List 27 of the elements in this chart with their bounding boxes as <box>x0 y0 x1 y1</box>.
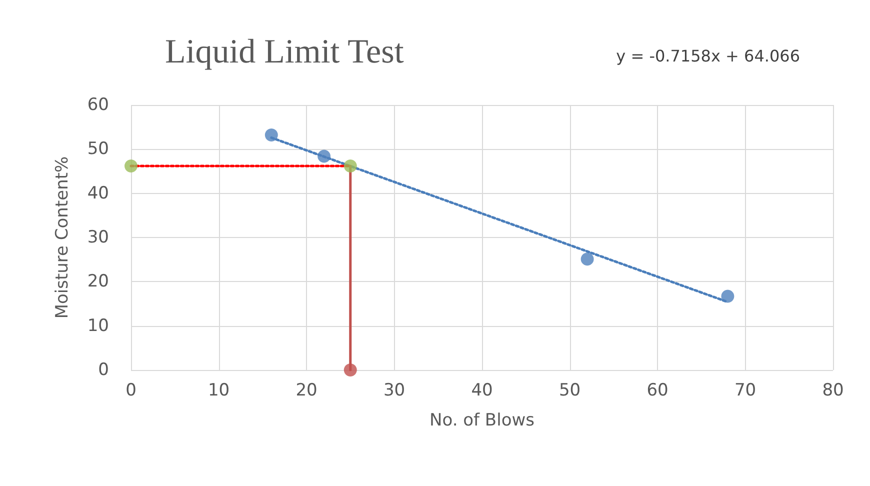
point <box>318 150 331 163</box>
x-tick-label: 30 <box>383 380 406 400</box>
x-tick-label: 60 <box>646 380 668 400</box>
point <box>264 128 278 142</box>
x-tick-label: 70 <box>734 380 756 400</box>
x-tick-label: 40 <box>471 380 493 400</box>
text: y = -0.7158x + 64.066 <box>616 46 800 66</box>
chart-title: Liquid Limit Test <box>165 34 404 70</box>
x-axis-title: No. of Blows <box>430 410 535 430</box>
y-tick-label: 0 <box>98 360 109 380</box>
point <box>721 290 734 303</box>
y-tick-label: 10 <box>87 316 109 336</box>
x-tick-label: 0 <box>126 380 136 400</box>
y-tick-label: 30 <box>87 228 109 248</box>
x-tick-label: 20 <box>296 380 318 400</box>
point <box>344 364 357 376</box>
point <box>344 159 357 172</box>
x-tick-label: 80 <box>822 380 844 400</box>
point <box>124 159 138 172</box>
x-tick-label: 50 <box>558 380 581 400</box>
y-tick-label: 50 <box>87 139 109 160</box>
y-tick-label: 60 <box>87 95 109 115</box>
y-axis-title: Moisture Content% <box>52 156 72 319</box>
point <box>580 252 594 266</box>
x-tick-label: 10 <box>208 380 230 400</box>
y-tick-label: 20 <box>87 272 109 292</box>
y-tick-label: 40 <box>87 183 109 204</box>
